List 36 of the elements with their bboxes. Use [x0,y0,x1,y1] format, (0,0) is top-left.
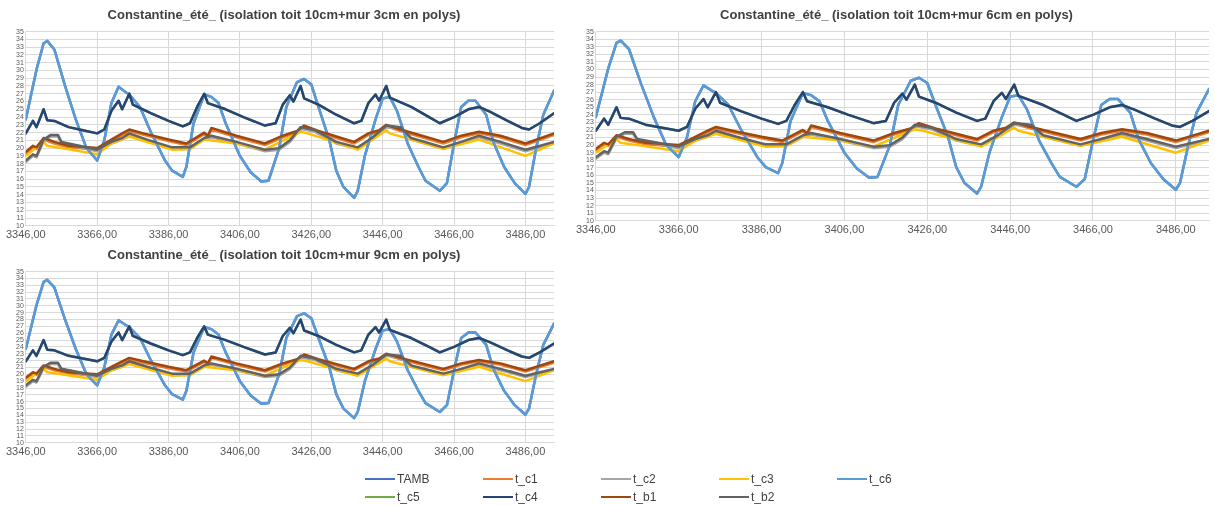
x-tick-label: 3346,00 [5,228,46,241]
chart-title: Constantine_été_ (isolation toit 10cm+mur 6cm en polys) [720,7,1073,23]
legend-label: t_c6 [869,472,892,486]
x-tick-label: 3406,00 [220,445,260,458]
x-tick-label: 3466,00 [434,228,474,241]
x-tick-label: 3426,00 [291,445,332,458]
x-tick-label: 3346,00 [575,223,616,236]
legend-label: t_c5 [397,490,420,504]
x-tick-label: 3406,00 [220,228,260,241]
x-tick-label: 3466,00 [434,445,474,458]
legend-label: t_b1 [633,490,657,504]
x-tick-label: 3426,00 [907,223,948,236]
x-tick-label: 3386,00 [741,223,782,236]
x-tick-label: 3466,00 [1073,223,1113,236]
chart-title: Constantine_été_ (isolation toit 10cm+mur 9cm en polys) [107,247,461,263]
x-tick-label: 3366,00 [77,445,118,458]
x-tick-label: 3366,00 [77,228,118,241]
x-tick-label: 3366,00 [658,223,699,236]
x-tick-label: 3386,00 [148,445,189,458]
x-tick-label: 3346,00 [5,445,46,458]
x-tick-label: 3486,00 [1155,223,1196,236]
x-tick-label: 3446,00 [362,445,403,458]
legend-label: t_c4 [515,490,538,504]
legend-label: TAMB [397,472,430,486]
x-tick-label: 3406,00 [824,223,865,236]
x-tick-label: 3486,00 [505,228,546,241]
legend-label: t_c3 [751,472,774,486]
legend-label: t_b2 [751,490,775,504]
x-tick-label: 3426,00 [291,228,332,241]
legend-label: t_c2 [633,472,656,486]
x-tick-label: 3386,00 [148,228,189,241]
x-tick-label: 3446,00 [990,223,1030,236]
chart-title: Constantine_été_ (isolation toit 10cm+mur 3cm en polys) [107,7,461,23]
x-tick-label: 3446,00 [362,228,403,241]
legend-label: t_c1 [515,472,538,486]
x-tick-label: 3486,00 [505,445,546,458]
